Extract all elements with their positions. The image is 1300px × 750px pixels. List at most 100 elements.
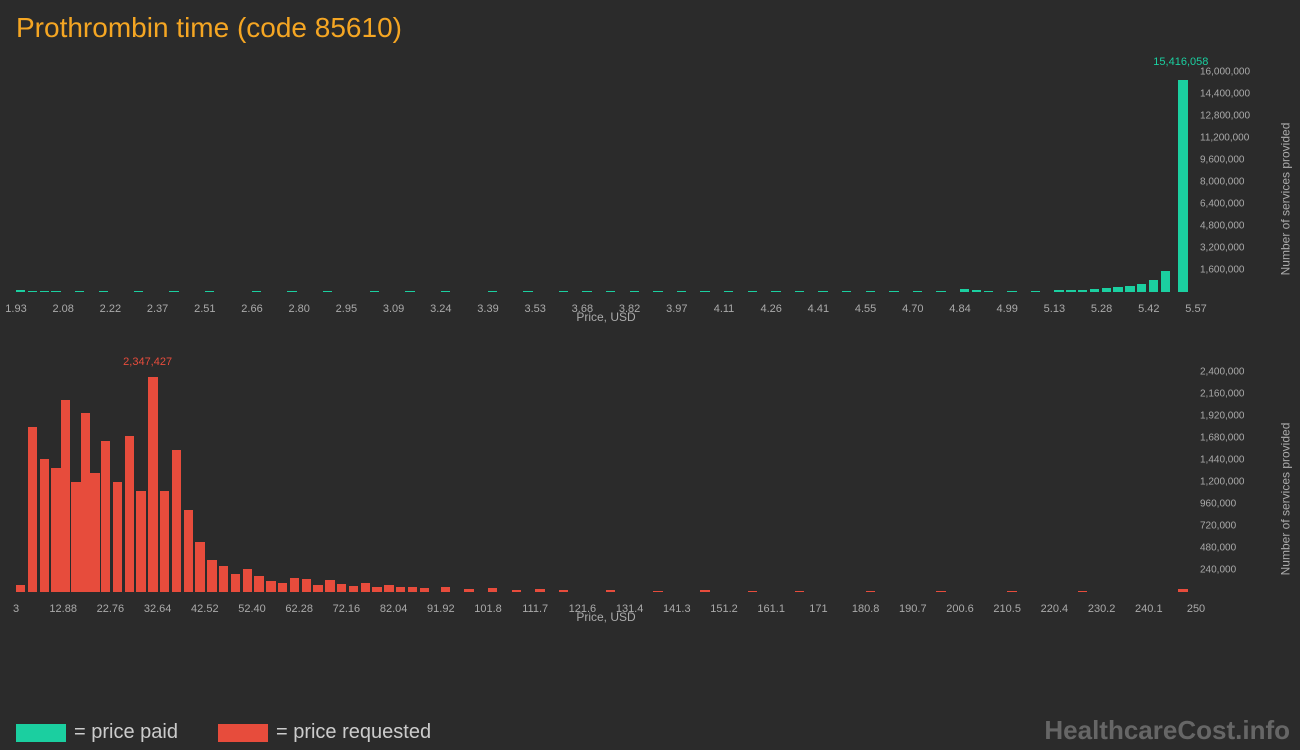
- bar: [372, 587, 381, 593]
- legend-swatch-paid: [16, 724, 66, 742]
- bar: [724, 291, 733, 292]
- x-tick: 180.8: [852, 603, 880, 615]
- y-tick: 2,160,000: [1200, 389, 1245, 400]
- x-tick: 2.08: [52, 303, 73, 315]
- bar: [337, 584, 346, 592]
- y-label-paid: Number of services provided: [1279, 123, 1293, 276]
- bar: [523, 291, 532, 292]
- y-tick: 960,000: [1200, 499, 1236, 510]
- bar: [51, 468, 60, 592]
- bar: [408, 587, 417, 593]
- x-tick: 2.95: [336, 303, 357, 315]
- bar: [169, 291, 178, 292]
- x-tick: 220.4: [1041, 603, 1069, 615]
- bar: [252, 291, 261, 292]
- chart-paid-container: 15,416,058 1,600,0003,200,0004,800,0006,…: [16, 52, 1284, 332]
- bar: [441, 291, 450, 292]
- bar: [113, 482, 122, 592]
- bar: [51, 291, 60, 292]
- y-tick: 8,000,000: [1200, 177, 1245, 188]
- legend-swatch-requested: [218, 724, 268, 742]
- x-tick: 4.26: [760, 303, 781, 315]
- plot-area-paid: 15,416,058: [16, 72, 1196, 292]
- x-tick: 72.16: [333, 603, 361, 615]
- bar: [1161, 271, 1170, 292]
- y-tick: 2,400,000: [1200, 367, 1245, 378]
- plot-area-requested: 2,347,427: [16, 372, 1196, 592]
- x-tick: 12.88: [49, 603, 77, 615]
- bar: [606, 590, 615, 592]
- bar: [653, 291, 662, 292]
- bar: [287, 291, 296, 292]
- x-tick: 2.22: [100, 303, 121, 315]
- x-tick: 82.04: [380, 603, 408, 615]
- bar: [349, 586, 358, 592]
- y-label-requested: Number of services provided: [1279, 423, 1293, 576]
- bar: [630, 291, 639, 292]
- y-tick: 1,440,000: [1200, 455, 1245, 466]
- bar: [90, 473, 99, 592]
- bar: [606, 291, 615, 292]
- bar: [1007, 291, 1016, 292]
- bar: [134, 291, 143, 292]
- bar: [40, 459, 49, 592]
- bar: [1102, 288, 1111, 292]
- bar: [184, 510, 193, 593]
- bar: [384, 585, 393, 592]
- bar: [1137, 284, 1146, 292]
- bar: [361, 583, 370, 592]
- x-tick: 4.84: [949, 303, 970, 315]
- bar: [653, 591, 662, 592]
- bar: [1007, 591, 1016, 592]
- x-tick: 4.41: [808, 303, 829, 315]
- bar: [71, 482, 80, 592]
- bar: [1066, 290, 1075, 292]
- bar: [290, 578, 299, 592]
- x-tick: 250: [1187, 603, 1205, 615]
- y-tick: 720,000: [1200, 521, 1236, 532]
- bar: [913, 291, 922, 292]
- bar: [464, 589, 473, 592]
- bar: [936, 291, 945, 292]
- bar: [1031, 291, 1040, 292]
- bar: [28, 291, 37, 292]
- bar: [16, 290, 25, 292]
- bar: [700, 291, 709, 292]
- y-tick: 240,000: [1200, 565, 1236, 576]
- bar: [396, 587, 405, 592]
- bar: [254, 576, 263, 593]
- bar: [488, 291, 497, 292]
- bar: [1090, 289, 1099, 292]
- bar: [559, 590, 568, 592]
- x-tick: 230.2: [1088, 603, 1116, 615]
- x-tick: 3.24: [430, 303, 451, 315]
- x-tick: 4.70: [902, 303, 923, 315]
- bar: [535, 589, 544, 592]
- bar: [866, 291, 875, 292]
- bar: [75, 291, 84, 292]
- x-tick: 1.93: [5, 303, 26, 315]
- x-tick: 91.92: [427, 603, 455, 615]
- chart-requested: 2,347,427 240,000480,000720,000960,0001,…: [16, 352, 1196, 632]
- bar: [700, 590, 709, 592]
- bar: [1078, 591, 1087, 592]
- bar: [323, 291, 332, 292]
- bar: [582, 291, 591, 292]
- x-tick: 4.99: [996, 303, 1017, 315]
- bar: [1178, 589, 1187, 592]
- x-axis-paid: 1.932.082.222.372.512.662.802.953.093.24…: [16, 301, 1196, 302]
- x-tick: 3.39: [477, 303, 498, 315]
- y-tick: 1,680,000: [1200, 433, 1245, 444]
- bar: [936, 591, 945, 592]
- watermark: HealthcareCost.info: [1044, 715, 1290, 746]
- bar: [866, 591, 875, 592]
- legend: = price paid = price requested: [16, 721, 431, 744]
- y-axis-requested: 240,000480,000720,000960,0001,200,0001,4…: [1196, 372, 1274, 592]
- x-tick: 3: [13, 603, 19, 615]
- bar: [101, 441, 110, 592]
- legend-label-requested: = price requested: [276, 721, 431, 744]
- bar: [960, 289, 969, 292]
- y-tick: 14,400,000: [1200, 89, 1250, 100]
- bar: [795, 591, 804, 592]
- bar: [1149, 280, 1158, 292]
